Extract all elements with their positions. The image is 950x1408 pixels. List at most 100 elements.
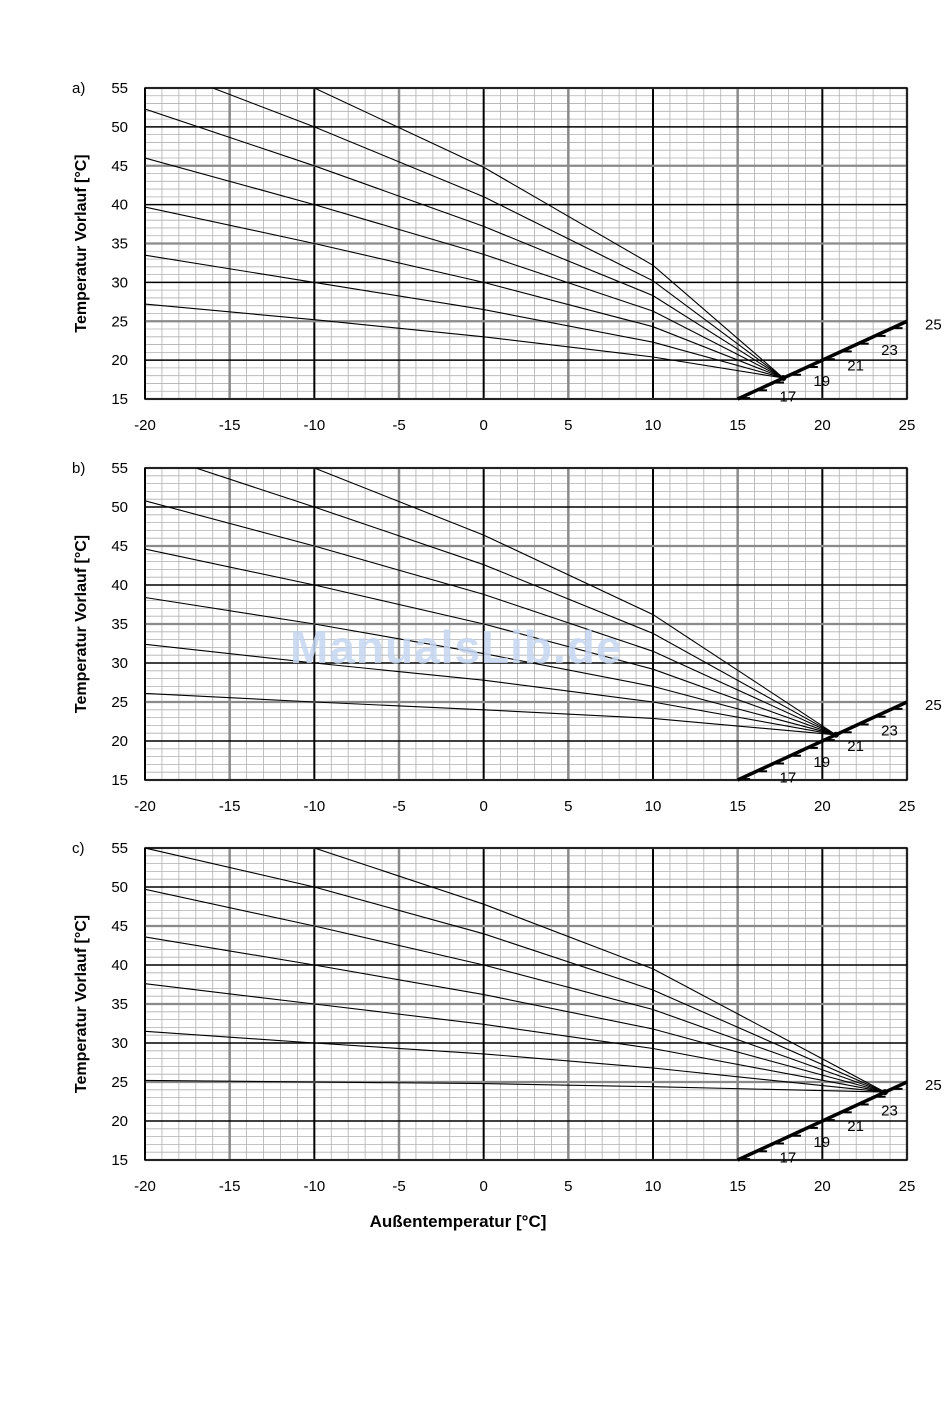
heating-curve-7 xyxy=(314,88,784,379)
room-temperature-label: 19 xyxy=(813,754,830,771)
heating-curve-5 xyxy=(145,108,784,379)
room-temperature-label: 25 xyxy=(925,697,942,714)
y-tick-label: 20 xyxy=(111,1113,128,1130)
x-tick-label: 10 xyxy=(645,798,662,815)
x-tick-label: -20 xyxy=(134,1178,156,1195)
x-tick-label: 15 xyxy=(729,417,746,434)
heating-curve-1 xyxy=(145,303,784,379)
heating-curve-7 xyxy=(314,848,886,1093)
room-temperature-label: 17 xyxy=(780,388,797,405)
panel-label: b) xyxy=(72,460,85,477)
y-tick-label: 50 xyxy=(111,879,128,896)
heating-curve-3 xyxy=(145,206,784,379)
plot-frame xyxy=(144,847,908,1161)
pivot-point xyxy=(832,731,839,738)
x-tick-label: 10 xyxy=(645,417,662,434)
heating-curves xyxy=(145,88,784,379)
y-tick-label: 15 xyxy=(111,1152,128,1169)
y-tick-label: 45 xyxy=(111,158,128,175)
x-tick-label: 5 xyxy=(564,798,572,815)
y-tick-label: 40 xyxy=(111,957,128,974)
y-tick-label: 50 xyxy=(111,119,128,136)
x-tick-label: -20 xyxy=(134,798,156,815)
x-tick-label: -20 xyxy=(134,417,156,434)
room-temperature-label: 21 xyxy=(847,738,864,755)
x-tick-label: 25 xyxy=(899,1178,916,1195)
y-tick-label: 30 xyxy=(111,274,128,291)
x-axis-label: Außentemperatur [°C] xyxy=(370,1212,547,1231)
y-tick-label: 55 xyxy=(111,460,128,477)
plot-frame xyxy=(144,467,908,781)
x-tick-label: 0 xyxy=(479,417,487,434)
x-tick-label: -5 xyxy=(392,798,405,815)
chart-panel-b: 17 19 21 23 25 -20 -15 -10 -5 0 5 10 15 20 25 15 20 25 30 3… xyxy=(72,460,942,815)
x-tick-label: -15 xyxy=(219,1178,241,1195)
pivot-point xyxy=(881,1089,888,1096)
room-temperature-label: 19 xyxy=(813,373,830,390)
heating-curve-3 xyxy=(145,596,837,736)
room-temperature-label: 23 xyxy=(881,1103,898,1120)
heating-curve-1 xyxy=(145,692,836,736)
y-tick-label: 15 xyxy=(111,772,128,789)
x-tick-label: 5 xyxy=(564,1178,572,1195)
x-tick-label: 15 xyxy=(729,798,746,815)
y-tick-label: 30 xyxy=(111,655,128,672)
panel-label: c) xyxy=(72,840,85,857)
y-axis-label: Temperatur Vorlauf [°C] xyxy=(73,154,90,332)
y-tick-label: 35 xyxy=(111,996,128,1013)
room-temperature-label: 19 xyxy=(813,1134,830,1151)
room-temperature-label: 25 xyxy=(925,316,942,333)
x-tick-label: 0 xyxy=(479,1178,487,1195)
x-tick-label: 15 xyxy=(729,1178,746,1195)
room-temperature-line xyxy=(736,700,908,782)
y-tick-label: 25 xyxy=(111,694,128,711)
heating-curve-5 xyxy=(145,888,886,1093)
watermark-text: ManualsLib.de xyxy=(290,621,623,673)
y-axis-label: Temperatur Vorlauf [°C] xyxy=(73,915,90,1093)
room-temperature-label: 21 xyxy=(847,357,864,374)
room-temperature-label: 17 xyxy=(780,1149,797,1166)
y-axis-label: Temperatur Vorlauf [°C] xyxy=(73,535,90,713)
y-tick-label: 40 xyxy=(111,197,128,214)
heating-curve-6 xyxy=(145,848,886,1093)
x-tick-label: 25 xyxy=(899,417,916,434)
y-tick-label: 30 xyxy=(111,1035,128,1052)
heating-curves xyxy=(145,848,886,1093)
heating-curve-1 xyxy=(145,1079,886,1093)
heating-curve-5 xyxy=(145,500,837,736)
x-tick-label: -15 xyxy=(219,417,241,434)
heating-curve-6 xyxy=(195,468,837,736)
y-tick-label: 35 xyxy=(111,236,128,253)
y-tick-label: 45 xyxy=(111,538,128,555)
y-tick-label: 40 xyxy=(111,577,128,594)
y-tick-label: 55 xyxy=(111,840,128,857)
x-tick-label: -15 xyxy=(219,798,241,815)
room-temperature-label: 25 xyxy=(925,1077,942,1094)
y-tick-label: 50 xyxy=(111,499,128,516)
pivot-point xyxy=(780,375,787,382)
x-tick-label: 20 xyxy=(814,417,831,434)
room-temperature-label: 21 xyxy=(847,1118,864,1135)
heating-curves xyxy=(145,468,837,736)
x-tick-label: 20 xyxy=(814,1178,831,1195)
y-tick-label: 25 xyxy=(111,313,128,330)
x-tick-label: -5 xyxy=(392,1178,405,1195)
x-tick-label: 5 xyxy=(564,417,572,434)
y-tick-label: 20 xyxy=(111,733,128,750)
heating-curve-4 xyxy=(145,936,886,1093)
y-tick-label: 45 xyxy=(111,918,128,935)
y-tick-label: 20 xyxy=(111,352,128,369)
x-tick-label: -5 xyxy=(392,417,405,434)
room-temperature-label: 23 xyxy=(881,342,898,359)
panel-label: a) xyxy=(72,80,85,97)
plot-frame xyxy=(144,87,908,400)
x-tick-label: 10 xyxy=(645,1178,662,1195)
room-temperature-line xyxy=(736,319,908,401)
heating-curve-2 xyxy=(145,1030,886,1093)
chart-panel-c: 17 19 21 23 25 -20 -15 -10 -5 0 5 10 15 20 25 15 20 25 30 3… xyxy=(72,840,942,1195)
heating-curve-2 xyxy=(145,254,784,379)
room-temperature-label: 17 xyxy=(780,769,797,786)
room-temperature-label: 23 xyxy=(881,723,898,740)
x-tick-label: 20 xyxy=(814,798,831,815)
